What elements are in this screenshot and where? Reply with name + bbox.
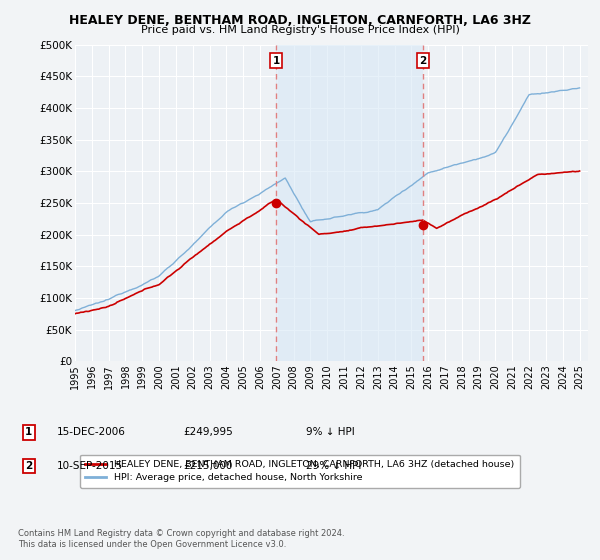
Text: 29% ↓ HPI: 29% ↓ HPI [306,461,361,471]
Bar [276,45,423,361]
Text: £215,000: £215,000 [183,461,232,471]
Text: 10-SEP-2015: 10-SEP-2015 [57,461,123,471]
Text: £249,995: £249,995 [183,427,233,437]
Text: 2: 2 [419,55,427,66]
Text: 1: 1 [272,55,280,66]
Text: 2: 2 [25,461,32,471]
Text: 15-DEC-2006: 15-DEC-2006 [57,427,126,437]
Text: Price paid vs. HM Land Registry's House Price Index (HPI): Price paid vs. HM Land Registry's House … [140,25,460,35]
Legend: HEALEY DENE, BENTHAM ROAD, INGLETON, CARNFORTH, LA6 3HZ (detached house), HPI: A: HEALEY DENE, BENTHAM ROAD, INGLETON, CAR… [80,455,520,488]
Text: 9% ↓ HPI: 9% ↓ HPI [306,427,355,437]
Text: HEALEY DENE, BENTHAM ROAD, INGLETON, CARNFORTH, LA6 3HZ: HEALEY DENE, BENTHAM ROAD, INGLETON, CAR… [69,14,531,27]
Text: Contains HM Land Registry data © Crown copyright and database right 2024.
This d: Contains HM Land Registry data © Crown c… [18,529,344,549]
Text: 1: 1 [25,427,32,437]
